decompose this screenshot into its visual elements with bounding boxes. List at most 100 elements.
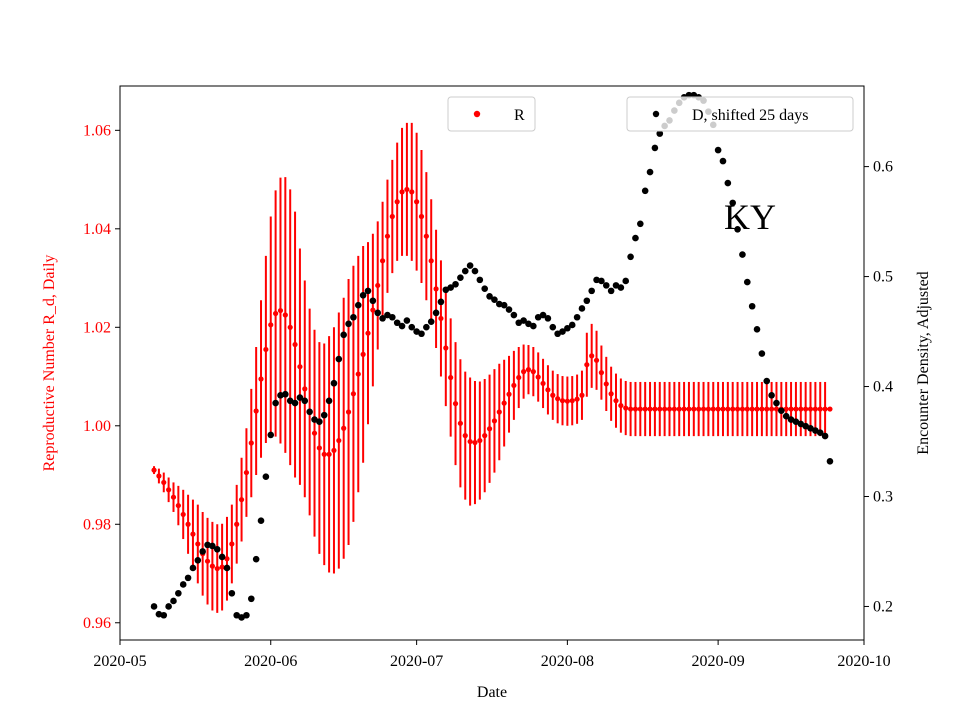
r-point xyxy=(642,406,648,412)
region-annotation: KY xyxy=(724,197,776,237)
d-point xyxy=(340,331,347,339)
d-point xyxy=(588,287,595,295)
r-point xyxy=(404,186,410,193)
legend-d: D, shifted 25 days xyxy=(626,96,854,132)
r-point xyxy=(696,406,702,412)
r-point xyxy=(589,353,595,359)
r-point xyxy=(443,345,449,351)
left-tick-label: 1.00 xyxy=(83,418,111,435)
r-point xyxy=(234,521,240,527)
d-point xyxy=(821,432,829,440)
r-point xyxy=(166,487,172,493)
r-point xyxy=(268,322,274,328)
d-point xyxy=(510,311,518,319)
r-errorbars-layer xyxy=(153,122,827,613)
r-point xyxy=(263,346,269,353)
d-point xyxy=(461,267,469,275)
d-point xyxy=(267,431,275,439)
d-point xyxy=(170,597,177,605)
left-axis-label: Reproductive Number R_d, Daily xyxy=(41,255,58,472)
r-point xyxy=(496,409,502,415)
d-point xyxy=(539,311,547,319)
d-point xyxy=(437,298,445,306)
r-point xyxy=(511,382,517,389)
legend-d-marker xyxy=(652,110,660,118)
r-point xyxy=(462,433,468,439)
d-point xyxy=(379,315,386,322)
d-point xyxy=(763,377,771,385)
r-point xyxy=(700,406,707,412)
d-point xyxy=(369,297,377,305)
r-point xyxy=(360,351,366,357)
r-point xyxy=(564,398,570,404)
r-point xyxy=(555,396,561,402)
d-point xyxy=(743,278,751,286)
d-point xyxy=(257,517,265,524)
d-point xyxy=(389,313,396,321)
d-point xyxy=(734,225,741,233)
d-point xyxy=(184,574,192,582)
r-point xyxy=(501,400,507,406)
r-point xyxy=(365,330,371,336)
d-point xyxy=(637,220,644,228)
r-point xyxy=(375,282,381,289)
d-point xyxy=(583,297,591,305)
r-point xyxy=(691,406,697,412)
d-point xyxy=(748,302,756,310)
d-point xyxy=(714,146,722,154)
left-axis-ticks: 0.96 0.98 1.00 1.02 1.04 1.06 xyxy=(83,122,120,632)
left-tick-label: 0.96 xyxy=(83,615,111,632)
r-point xyxy=(394,199,400,205)
r-point xyxy=(598,370,605,376)
r-point xyxy=(214,565,220,572)
d-point xyxy=(223,564,231,572)
r-point xyxy=(472,439,478,446)
d-point xyxy=(228,589,236,597)
left-tick-label: 1.06 xyxy=(83,122,111,139)
right-tick-label: 0.2 xyxy=(873,598,893,615)
d-point xyxy=(160,611,168,619)
d-point xyxy=(598,277,605,285)
r-point xyxy=(676,406,682,412)
x-tick-label: 2020-07 xyxy=(390,653,443,670)
r-point xyxy=(657,406,663,412)
r-point xyxy=(506,391,512,397)
r-point xyxy=(530,369,536,375)
d-point xyxy=(408,323,416,331)
d-point xyxy=(252,555,260,563)
r-point xyxy=(204,558,211,564)
r-point xyxy=(579,392,585,398)
r-point xyxy=(759,406,765,412)
r-point xyxy=(370,307,376,313)
r-point xyxy=(326,451,332,457)
r-point xyxy=(457,420,463,426)
r-point xyxy=(773,406,780,412)
d-point xyxy=(607,287,615,295)
r-point xyxy=(798,406,804,412)
r-point xyxy=(574,396,580,402)
d-point xyxy=(423,323,430,331)
r-point xyxy=(175,502,181,509)
d-point xyxy=(573,313,581,321)
d-point xyxy=(627,253,634,261)
r-point xyxy=(161,479,167,486)
r-point xyxy=(331,447,337,454)
r-point xyxy=(647,406,653,412)
r-point xyxy=(418,213,425,220)
r-point xyxy=(486,426,493,432)
d-point xyxy=(272,399,279,407)
r-point xyxy=(603,381,609,387)
r-point xyxy=(613,398,619,404)
r-point xyxy=(666,406,673,412)
r-point xyxy=(803,406,809,412)
r-point xyxy=(769,406,775,412)
r-point xyxy=(414,199,420,205)
r-point xyxy=(243,469,250,476)
r-point xyxy=(292,341,298,348)
d-point xyxy=(296,394,304,401)
r-point xyxy=(379,258,386,264)
r-point xyxy=(423,233,429,239)
r-point xyxy=(180,511,186,518)
d-point xyxy=(189,564,197,572)
r-point xyxy=(764,406,770,412)
